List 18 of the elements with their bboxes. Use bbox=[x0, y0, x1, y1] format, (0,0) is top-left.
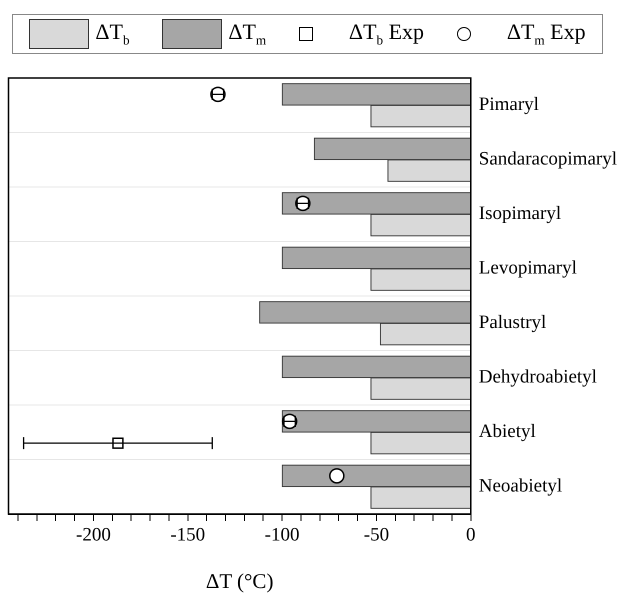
legend-label: ΔT$_{b}$ Exp bbox=[348, 19, 424, 49]
y-tick-label: Sandaracopimaryl bbox=[478, 148, 618, 170]
x-tick-label: 0 bbox=[466, 524, 476, 546]
y-tick-label: Isopimaryl bbox=[478, 203, 562, 224]
legend-label: ΔT$_{m}$ bbox=[228, 19, 266, 49]
y-tick-label: Abietyl bbox=[478, 421, 536, 442]
y-tick-label: Dehydroabietyl bbox=[478, 366, 597, 388]
legend-label: ΔT$_{b}$ bbox=[95, 19, 130, 49]
x-axis-title: ΔT (°C) bbox=[206, 568, 274, 593]
x-tick-label: -50 bbox=[364, 524, 390, 546]
x-tick-label: -150 bbox=[170, 524, 206, 546]
y-tick-label: Palustryl bbox=[478, 312, 546, 334]
y-tick-label: Pimaryl bbox=[478, 94, 539, 116]
y-tick-label: Levopimaryl bbox=[478, 258, 577, 279]
legend-label: ΔT$_{m}$ Exp bbox=[506, 19, 586, 49]
x-tick-label: -100 bbox=[264, 524, 300, 546]
y-tick-label: Neoabietyl bbox=[478, 476, 562, 497]
x-tick-label: -200 bbox=[76, 524, 111, 546]
